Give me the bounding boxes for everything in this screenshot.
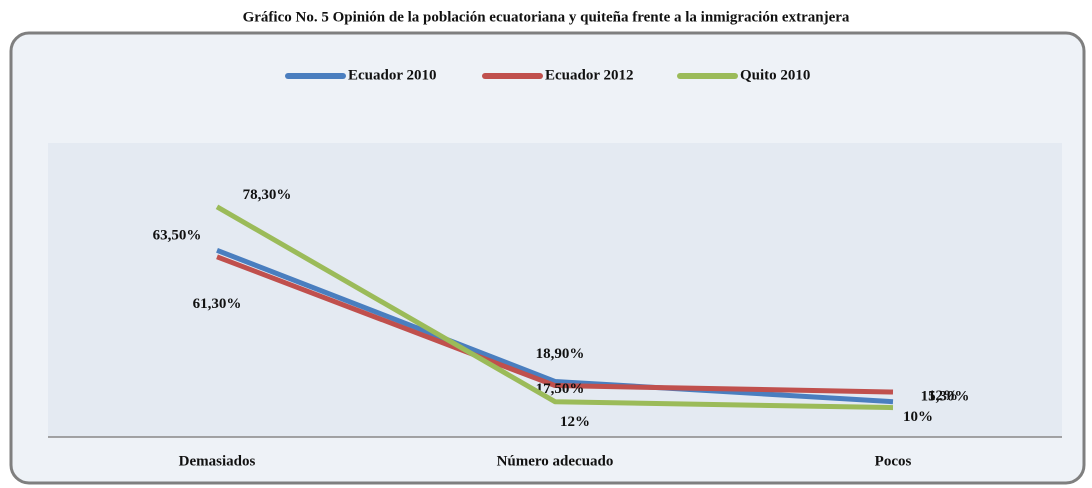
data-label: 63,50% <box>153 228 202 244</box>
x-tick-label: Demasiados <box>179 453 256 469</box>
data-label: 15,30% <box>921 388 970 404</box>
data-label: 12% <box>928 388 958 404</box>
data-label: 61,30% <box>193 296 242 312</box>
x-tick-label: Número adecuado <box>497 453 614 469</box>
data-label: 78,30% <box>243 187 292 203</box>
legend-label: Ecuador 2012 <box>545 67 633 83</box>
chart-title: Gráfico No. 5 Opinión de la población ec… <box>243 9 850 25</box>
data-label: 10% <box>903 409 933 425</box>
series-line <box>216 247 894 405</box>
x-tick-label: Pocos <box>875 453 912 469</box>
legend-label: Ecuador 2010 <box>348 67 436 83</box>
legend-label: Quito 2010 <box>740 67 810 83</box>
data-label: 18,90% <box>536 346 585 362</box>
data-label: 17,50% <box>536 381 585 397</box>
data-label: 12% <box>560 414 590 430</box>
series-line <box>216 254 894 395</box>
series-line <box>215 204 894 411</box>
